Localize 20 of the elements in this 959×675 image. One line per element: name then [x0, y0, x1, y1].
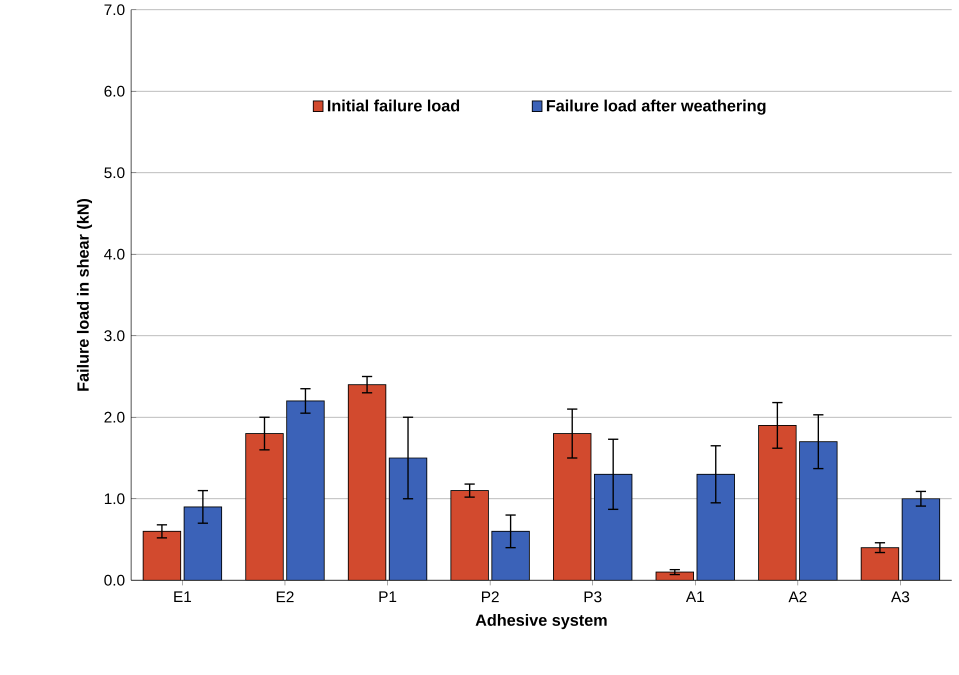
y-tick-label: 1.0: [104, 493, 124, 504]
x-tick-label: P3: [584, 591, 602, 602]
y-tick-label: 0.0: [104, 574, 124, 586]
x-tick-label: P1: [379, 591, 396, 602]
x-tick-label: E2: [276, 591, 294, 602]
x-tick-label: A2: [788, 591, 806, 602]
y-tick-label: 5.0: [104, 167, 124, 178]
x-tick-label: E1: [174, 591, 192, 602]
y-tick-label: 4.0: [104, 248, 124, 260]
y-tick-label: 7.0: [104, 4, 124, 16]
y-tick-label: 3.0: [104, 330, 124, 342]
x-tick-label: A1: [686, 591, 704, 602]
y-tick-label: 6.0: [104, 86, 124, 97]
legend-label: Initial failure load: [328, 100, 460, 112]
x-axis-title: Adhesive system: [476, 614, 607, 630]
legend-label: Failure load after weathering: [546, 100, 766, 115]
y-axis-title: Failure load in shear (kN): [76, 198, 92, 391]
y-tick-label: 2.0: [104, 412, 124, 423]
x-tick-label: P2: [482, 591, 499, 602]
x-tick-label: A3: [891, 591, 910, 602]
